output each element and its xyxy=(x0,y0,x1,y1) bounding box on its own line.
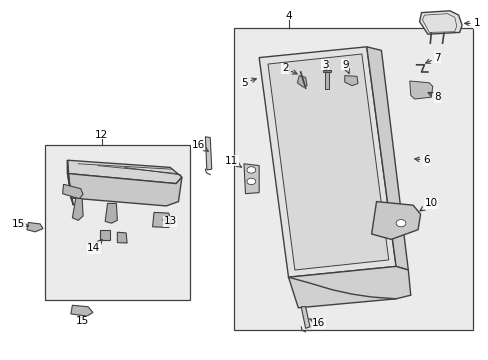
Text: 15: 15 xyxy=(12,219,29,229)
Polygon shape xyxy=(419,11,461,34)
Text: 1: 1 xyxy=(464,18,479,28)
Polygon shape xyxy=(67,160,182,184)
Text: 10: 10 xyxy=(419,198,437,211)
Text: 7: 7 xyxy=(425,53,440,63)
Polygon shape xyxy=(325,72,328,89)
Circle shape xyxy=(246,167,255,173)
Polygon shape xyxy=(205,137,211,170)
Polygon shape xyxy=(366,47,407,270)
Polygon shape xyxy=(323,70,330,72)
Polygon shape xyxy=(288,266,410,308)
Text: 16: 16 xyxy=(308,318,325,328)
Circle shape xyxy=(395,220,405,227)
Polygon shape xyxy=(409,81,432,99)
Polygon shape xyxy=(27,222,43,232)
Polygon shape xyxy=(344,76,357,86)
Polygon shape xyxy=(67,160,73,205)
Polygon shape xyxy=(244,164,259,194)
Polygon shape xyxy=(62,184,83,199)
Polygon shape xyxy=(301,307,309,328)
Polygon shape xyxy=(297,76,306,87)
Text: 6: 6 xyxy=(414,155,429,165)
Text: 4: 4 xyxy=(285,11,291,21)
Bar xyxy=(233,28,472,330)
Text: 15: 15 xyxy=(75,316,89,326)
Circle shape xyxy=(246,178,255,185)
Text: 13: 13 xyxy=(163,216,177,226)
Polygon shape xyxy=(152,212,171,228)
Text: 16: 16 xyxy=(191,140,208,151)
Text: 12: 12 xyxy=(95,130,108,140)
Text: 8: 8 xyxy=(427,92,440,102)
Text: 3: 3 xyxy=(321,60,328,71)
Bar xyxy=(45,145,189,300)
Text: 5: 5 xyxy=(241,78,256,88)
Polygon shape xyxy=(259,47,395,277)
Polygon shape xyxy=(105,203,117,223)
Text: 9: 9 xyxy=(341,60,348,73)
Text: 2: 2 xyxy=(281,63,297,74)
Text: 14: 14 xyxy=(87,239,102,253)
Polygon shape xyxy=(100,230,110,240)
Polygon shape xyxy=(371,202,420,239)
Polygon shape xyxy=(67,174,182,206)
Text: 11: 11 xyxy=(224,156,241,167)
Polygon shape xyxy=(71,305,93,316)
Polygon shape xyxy=(72,198,83,220)
Polygon shape xyxy=(267,54,388,270)
Polygon shape xyxy=(117,232,127,243)
